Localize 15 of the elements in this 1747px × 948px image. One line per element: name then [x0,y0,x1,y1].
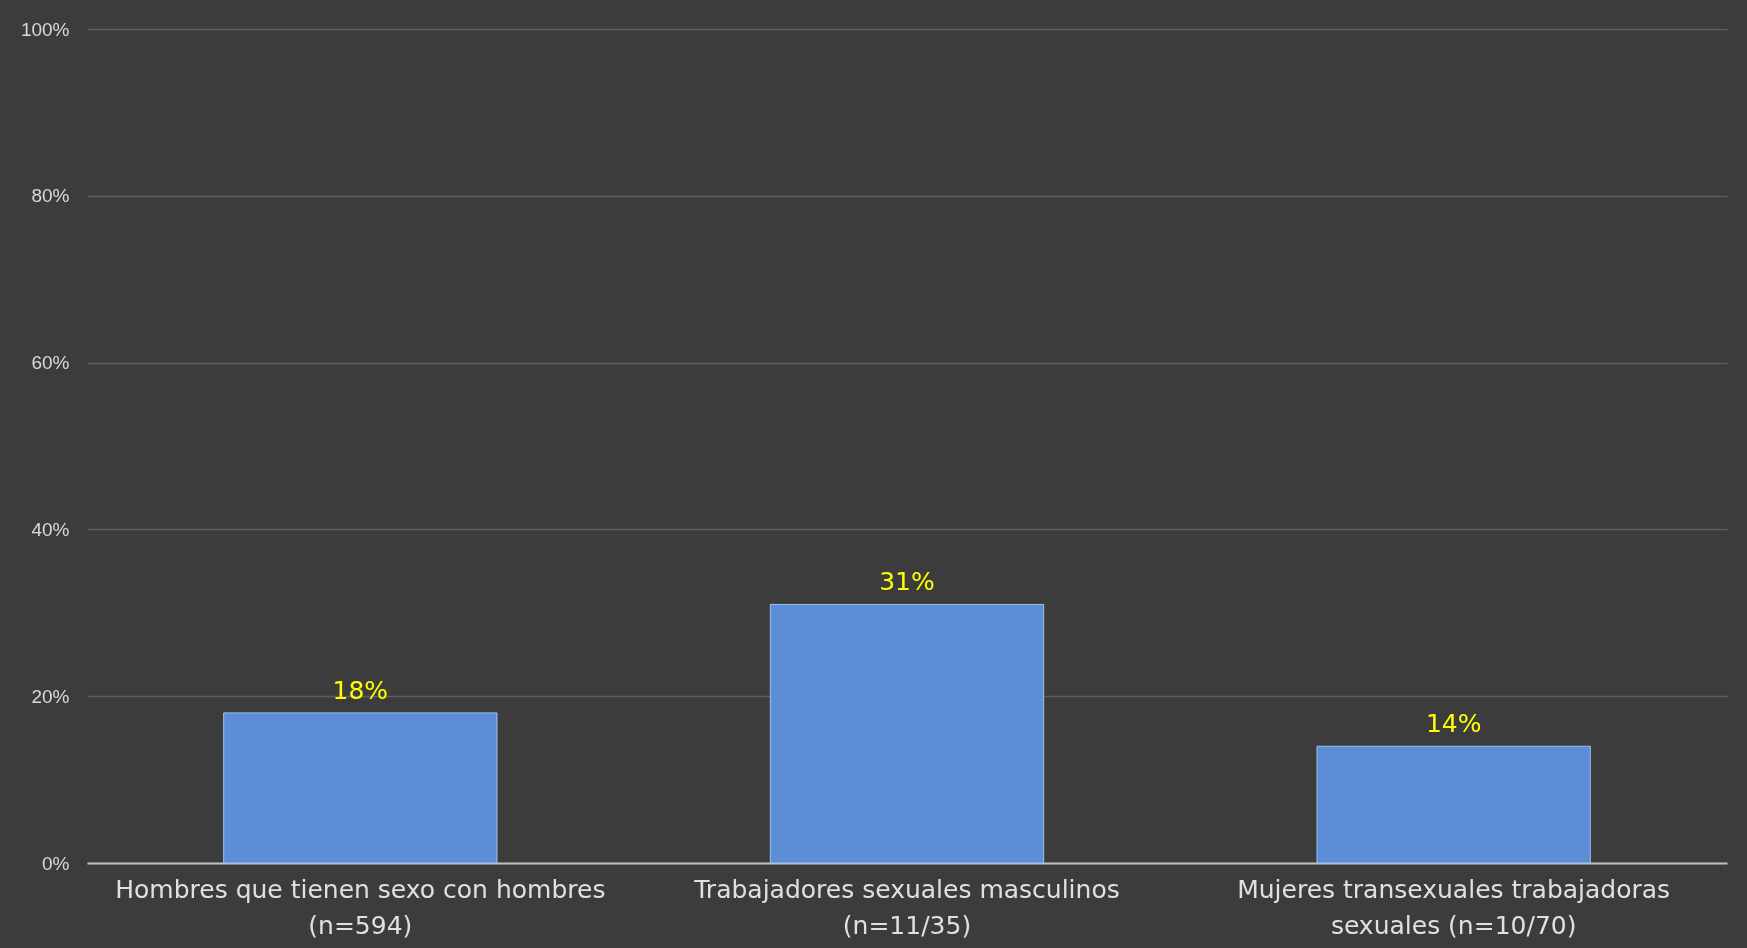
x-tick-label: Mujeres transexuales trabajadoras sexuales (n=10/70) [1237,874,1671,940]
x-tick-label: Trabajadores sexuales masculinos (n=11/35) [693,874,1120,940]
bar [223,712,498,864]
x-tick-label: Hombres que tienen sexo con hombres (n=594) [115,874,606,940]
y-tick-label: 20% [31,685,70,707]
y-tick-label: 40% [31,518,70,540]
data-label: 31% [879,567,935,597]
y-tick-label: 60% [31,352,70,374]
bar [1316,745,1591,864]
y-tick-label: 100% [20,18,70,40]
data-label: 14% [1425,709,1482,739]
bar [769,603,1045,864]
y-tick-label: 80% [31,185,70,207]
data-label: 18% [332,675,389,705]
y-tick-label: 0% [42,852,70,874]
